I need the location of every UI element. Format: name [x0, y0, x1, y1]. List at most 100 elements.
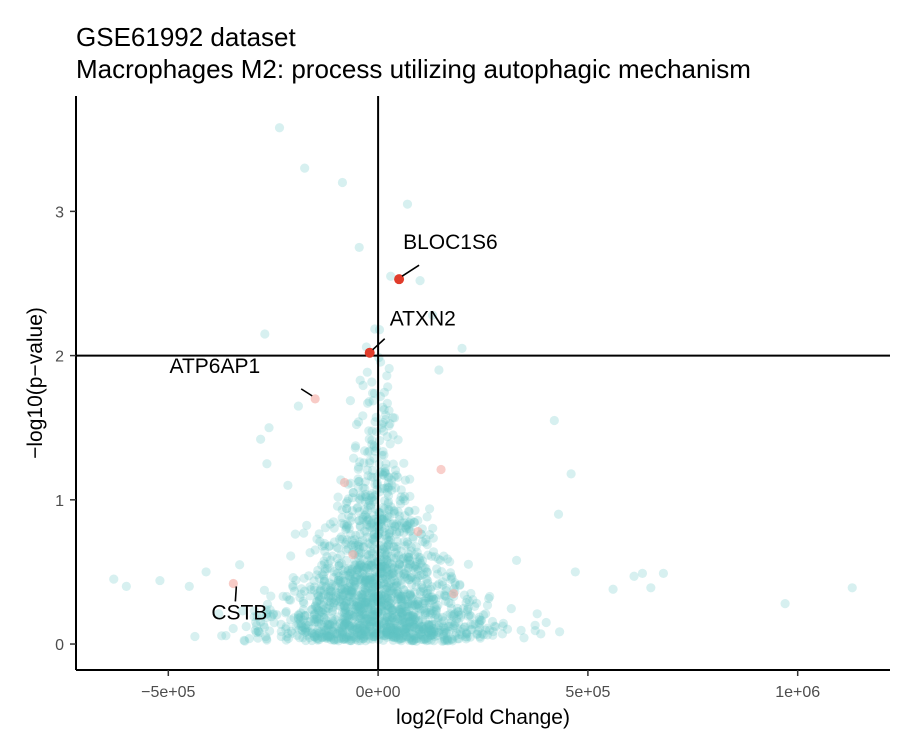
highlighted-point [413, 526, 423, 537]
data-point [368, 579, 378, 589]
data-point [367, 626, 377, 636]
data-point [393, 577, 403, 588]
data-point [398, 631, 408, 641]
data-point [384, 597, 394, 607]
data-point [426, 628, 436, 638]
data-point [383, 540, 393, 550]
data-point [369, 388, 380, 398]
data-point [380, 616, 391, 626]
data-point [360, 578, 370, 588]
data-point [352, 565, 362, 575]
data-point [351, 597, 361, 607]
data-point [389, 582, 399, 592]
data-point [363, 560, 373, 570]
data-point [292, 630, 302, 641]
data-point [352, 628, 363, 638]
data-point [352, 564, 362, 574]
data-point [333, 543, 343, 553]
data-point [502, 624, 513, 634]
data-point [379, 591, 390, 601]
data-point [301, 611, 311, 621]
data-point [390, 626, 400, 636]
data-point [394, 511, 404, 521]
data-point [426, 626, 436, 636]
data-point [404, 507, 414, 517]
data-point [358, 411, 368, 421]
data-point [355, 457, 365, 467]
data-point [366, 519, 376, 529]
data-point [361, 574, 371, 584]
data-point [395, 495, 405, 506]
y-axis-label: −log10(p−value) [24, 307, 47, 459]
data-point [450, 618, 460, 629]
data-point [391, 626, 401, 636]
data-point [379, 579, 389, 590]
gene-label: BLOC1S6 [403, 231, 498, 254]
data-point [426, 626, 436, 636]
data-point [437, 577, 448, 587]
data-point [327, 607, 337, 617]
data-point [427, 628, 437, 638]
data-point [319, 628, 329, 638]
data-point [352, 628, 362, 638]
data-point [491, 622, 501, 632]
data-point [382, 518, 392, 528]
data-point [446, 571, 456, 581]
data-point [400, 606, 410, 616]
data-point [411, 561, 421, 572]
data-point [399, 585, 409, 595]
data-point [401, 628, 411, 638]
data-point [312, 589, 323, 599]
data-point [364, 575, 374, 585]
data-point [416, 634, 426, 645]
data-point [404, 506, 414, 516]
data-point [387, 475, 397, 485]
data-point [365, 458, 375, 468]
data-point [355, 575, 365, 585]
data-point [374, 508, 384, 518]
data-point [386, 623, 396, 633]
data-point [357, 562, 368, 572]
data-point [397, 518, 407, 528]
data-point [323, 587, 333, 597]
data-point [360, 489, 371, 499]
data-point [392, 589, 402, 599]
data-point [406, 610, 416, 620]
data-point [420, 606, 430, 616]
data-point [448, 636, 458, 646]
data-point [405, 590, 415, 600]
data-point [351, 560, 361, 570]
data-point [498, 621, 508, 631]
data-point [417, 556, 427, 566]
data-point [532, 609, 542, 619]
data-point [457, 630, 467, 640]
data-point [334, 571, 344, 582]
highlighted-point [348, 550, 358, 560]
data-point [326, 586, 336, 596]
data-point [403, 609, 413, 619]
data-point [358, 634, 368, 644]
data-point [377, 564, 387, 574]
data-point [343, 564, 353, 574]
data-point [340, 615, 350, 625]
data-point [379, 618, 389, 628]
data-point [439, 634, 450, 644]
data-point [347, 589, 357, 599]
data-point [340, 583, 350, 593]
data-point [332, 553, 342, 564]
data-point [366, 546, 376, 556]
data-point [481, 609, 491, 619]
data-point [447, 573, 457, 583]
data-point [348, 614, 358, 624]
data-point [405, 559, 415, 569]
data-point [337, 607, 348, 617]
data-point [338, 590, 348, 601]
data-point [384, 535, 394, 545]
data-point [389, 542, 399, 552]
data-point [408, 617, 418, 627]
data-point [417, 627, 428, 637]
data-point [324, 592, 334, 602]
data-point [344, 621, 354, 631]
data-point [462, 632, 472, 642]
data-point [298, 622, 308, 633]
